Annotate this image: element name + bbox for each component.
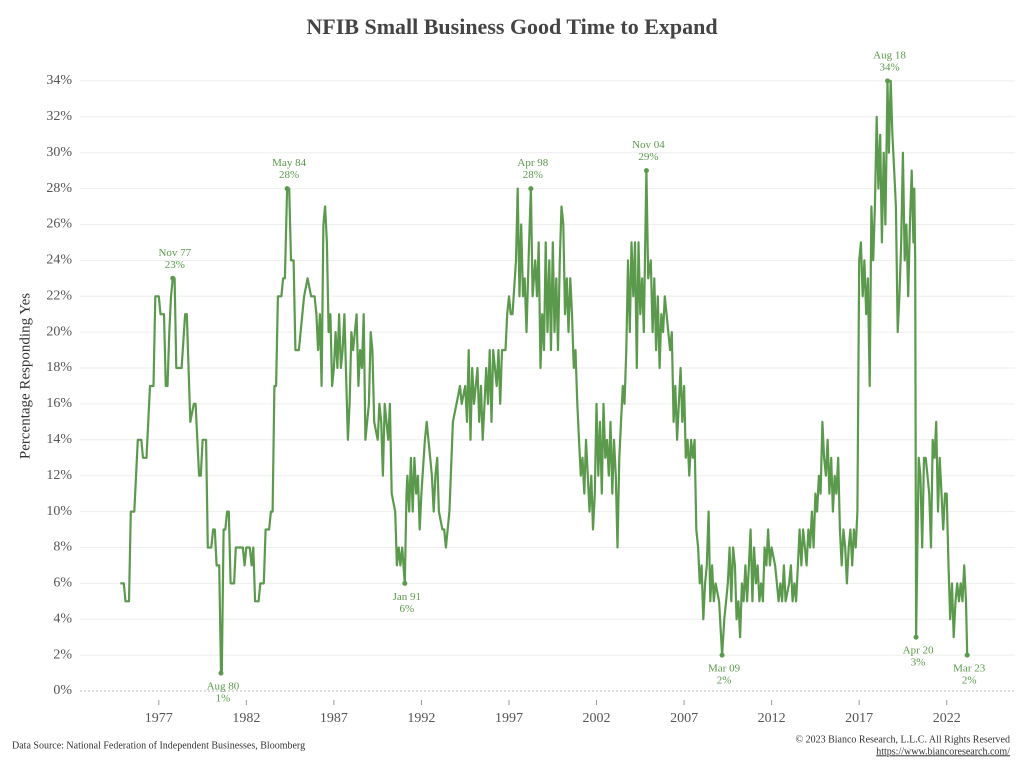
annotation-date: Nov 77 — [158, 247, 191, 259]
x-tick-label: 1997 — [495, 711, 523, 726]
url[interactable]: https://www.biancoresearch.com/ — [876, 746, 1010, 757]
annotation-date: Apr 98 — [517, 157, 548, 169]
y-tick-label: 30% — [46, 145, 72, 160]
y-tick-label: 8% — [53, 540, 72, 555]
y-axis-label: Percentage Responding Yes — [17, 293, 33, 459]
chart-title: NFIB Small Business Good Time to Expand — [306, 14, 717, 39]
annotation-point — [719, 652, 725, 658]
y-tick-label: 22% — [46, 288, 72, 303]
annotation-value: 2% — [962, 675, 977, 687]
copyright: © 2023 Bianco Research, L.L.C. All Right… — [795, 734, 1010, 745]
annotation-value: 23% — [165, 259, 185, 271]
x-tick-label: 2007 — [670, 711, 698, 726]
annotation-date: Aug 80 — [207, 681, 240, 693]
y-tick-label: 14% — [46, 432, 72, 447]
annotation-point — [964, 652, 970, 658]
source: Data Source: National Federation of Inde… — [12, 740, 305, 751]
series-line — [120, 79, 969, 675]
annotation-value: 6% — [399, 603, 414, 615]
annotation-point — [284, 186, 290, 192]
y-tick-label: 10% — [46, 504, 72, 519]
annotation-value: 28% — [279, 169, 299, 181]
y-tick-label: 28% — [46, 181, 72, 196]
y-tick-label: 32% — [46, 109, 72, 124]
y-tick-label: 0% — [53, 683, 72, 698]
link[interactable]: https://www.biancoresearch.com/ — [876, 746, 1010, 757]
annotation-point — [402, 580, 408, 586]
annotation-date: Mar 09 — [708, 663, 741, 675]
x-tick-label: 2017 — [845, 711, 873, 726]
y-tick-label: 26% — [46, 217, 72, 232]
annotation-point — [913, 634, 919, 640]
y-tick-label: 18% — [46, 360, 72, 375]
y-tick-label: 34% — [46, 73, 72, 88]
x-tick-label: 1992 — [407, 711, 435, 726]
x-tick-label: 1987 — [320, 711, 348, 726]
x-tick-label: 2002 — [583, 711, 611, 726]
y-tick-label: 4% — [53, 611, 72, 626]
annotation-point — [218, 670, 224, 676]
annotation-value: 3% — [911, 657, 926, 669]
annotation-value: 34% — [879, 61, 899, 73]
y-tick-label: 24% — [46, 253, 72, 268]
annotation-date: Apr 20 — [903, 645, 934, 657]
annotation-date: Nov 04 — [632, 139, 665, 151]
annotation-value: 1% — [216, 693, 231, 705]
annotation-value: 28% — [523, 169, 543, 181]
y-tick-label: 12% — [46, 468, 72, 483]
annotation-point — [885, 78, 891, 84]
annotation-value: 2% — [717, 675, 732, 687]
annotation-date: Aug 18 — [873, 49, 906, 61]
x-tick-label: 1982 — [232, 711, 260, 726]
annotation-point — [643, 168, 649, 174]
y-tick-label: 6% — [53, 576, 72, 591]
annotation-date: Mar 23 — [953, 663, 986, 675]
annotation-point — [528, 186, 534, 192]
x-tick-label: 1977 — [145, 711, 173, 726]
annotation-date: May 84 — [272, 157, 306, 169]
x-tick-label: 2012 — [758, 711, 786, 726]
y-tick-label: 2% — [53, 647, 72, 662]
annotation-point — [170, 275, 176, 281]
annotation-date: Jan 91 — [393, 591, 421, 603]
y-tick-label: 20% — [46, 324, 72, 339]
annotation-value: 29% — [638, 151, 658, 163]
x-tick-label: 2022 — [933, 711, 961, 726]
y-tick-label: 16% — [46, 396, 72, 411]
